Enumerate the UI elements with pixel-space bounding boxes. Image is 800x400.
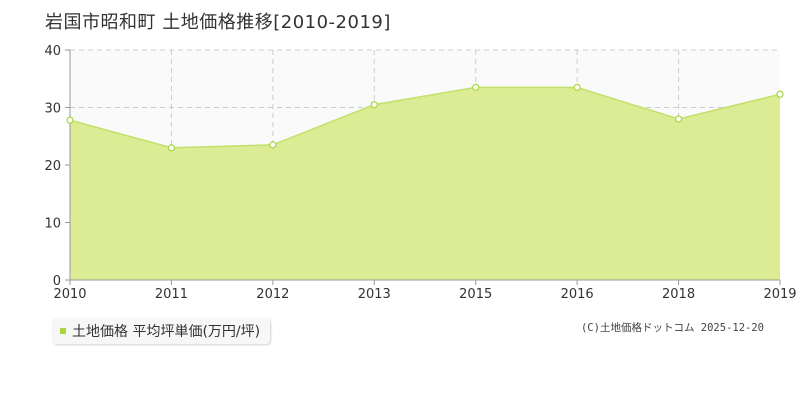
data-point [66,116,74,124]
legend-label: 土地価格 平均坪単価(万円/坪) [72,324,261,340]
x-tick-label: 2010 [53,287,86,302]
y-tick-label: 30 [44,102,61,117]
x-tick-label: 2011 [155,287,188,302]
series-line [69,86,781,149]
data-point [370,101,378,109]
legend-marker [60,328,66,334]
x-tick-label: 2018 [662,287,695,302]
series-area [70,87,780,280]
y-tick-label: 10 [44,217,61,232]
data-point [674,115,683,123]
y-tick-label: 0 [53,274,61,289]
data-point [472,83,480,91]
x-tick-label: 2015 [459,287,492,302]
y-tick-label: 20 [44,159,61,174]
data-point [573,83,581,91]
data-point [167,144,176,152]
x-tick-label: 2016 [561,287,594,302]
data-point [776,90,784,98]
chart-title: 岩国市昭和町 土地価格推移[2010-2019] [45,12,391,33]
x-tick-label: 2013 [358,287,391,302]
data-point [269,141,277,149]
x-tick-label: 2012 [256,287,289,302]
copyright-credit: (C)土地価格ドットコム 2025-12-20 [580,322,764,334]
legend: 土地価格 平均坪単価(万円/坪) [52,318,271,344]
y-tick-label: 40 [44,44,61,59]
x-tick-label: 2019 [763,287,796,302]
